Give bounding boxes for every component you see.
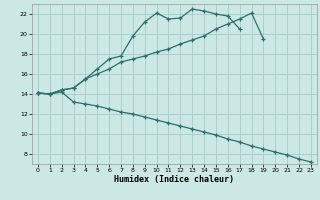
X-axis label: Humidex (Indice chaleur): Humidex (Indice chaleur) [115, 175, 234, 184]
